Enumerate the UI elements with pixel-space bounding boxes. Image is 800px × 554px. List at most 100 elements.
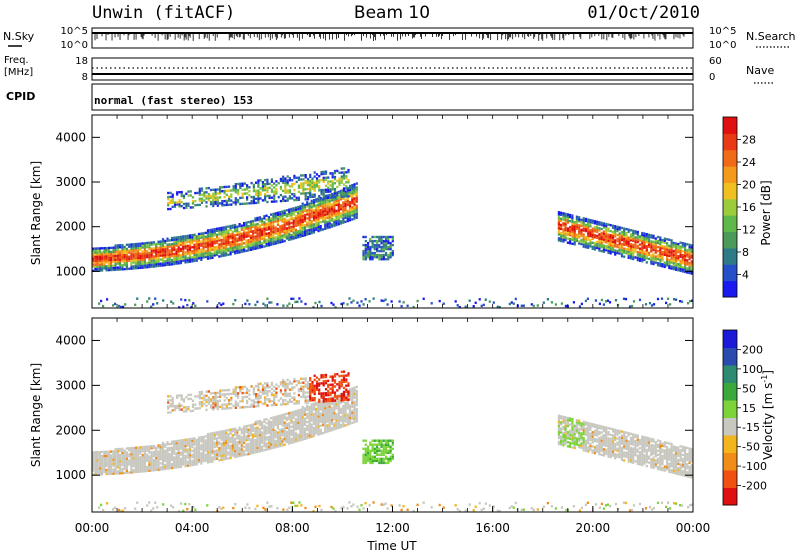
velocity-cell (143, 451, 146, 455)
power-cell (333, 190, 337, 193)
power-cell (564, 218, 567, 222)
power-cell (482, 303, 485, 307)
power-cell (580, 232, 583, 236)
power-cell (178, 205, 181, 208)
velocity-cell (315, 401, 318, 405)
velocity-cell (116, 466, 119, 469)
velocity-cell (107, 456, 110, 459)
power-cell (315, 218, 318, 221)
velocity-cell (193, 437, 196, 440)
power-cell (143, 264, 146, 267)
power-cell (254, 219, 257, 222)
power-cell (679, 269, 682, 272)
power-cell (274, 232, 277, 235)
power-cell (600, 239, 603, 243)
power-cell (161, 242, 165, 245)
power-cell (143, 260, 146, 263)
power-cell (105, 250, 108, 254)
power-cell (123, 267, 126, 271)
velocity-cell (252, 429, 255, 432)
power-colorbar-tick: 16 (742, 201, 756, 214)
velocity-cell (317, 405, 320, 408)
power-cell (625, 242, 628, 245)
velocity-cell (96, 461, 99, 464)
power-cell (299, 225, 302, 228)
velocity-cell (353, 410, 356, 414)
power-cell (234, 238, 237, 241)
power-cell (188, 234, 192, 237)
velocity-cell (240, 440, 243, 443)
power-cell (130, 245, 133, 248)
power-cell (193, 259, 196, 263)
velocity-cell (315, 407, 318, 411)
velocity-cell (335, 421, 338, 424)
power-cell (186, 234, 189, 238)
velocity-cell (152, 465, 156, 468)
power-cell (378, 243, 381, 247)
velocity-cell (155, 450, 158, 453)
velocity-cell (134, 468, 137, 472)
power-cell (389, 256, 392, 259)
power-cell (684, 268, 687, 272)
power-cell (301, 208, 304, 211)
velocity-cell (177, 449, 180, 453)
velocity-cell (308, 430, 311, 433)
power-cell (238, 225, 241, 228)
velocity-cell (256, 440, 259, 443)
velocity-cell (114, 452, 117, 455)
power-cell (575, 239, 578, 243)
velocity-cell (110, 466, 113, 469)
velocity-cell (243, 445, 246, 449)
power-cell (605, 239, 608, 242)
power-cell (246, 299, 249, 302)
velocity-cell (326, 418, 329, 421)
power-cell (274, 226, 277, 229)
velocity-cell (173, 404, 177, 408)
velocity-cell (125, 451, 128, 454)
velocity-cell (301, 412, 304, 415)
power-cell (620, 226, 624, 230)
power-cell (209, 244, 212, 248)
power-cell (638, 235, 642, 238)
power-cell (288, 179, 291, 182)
power-cell (569, 213, 572, 217)
power-cell (663, 251, 666, 254)
power-cell (281, 216, 284, 219)
velocity-cell (288, 418, 291, 421)
power-cell (281, 214, 284, 217)
power-cell (339, 208, 343, 211)
power-cell (167, 191, 170, 195)
velocity-cell (182, 439, 185, 442)
power-cell (339, 216, 343, 219)
power-cell (264, 178, 267, 182)
power-cell (309, 175, 312, 179)
power-cell (300, 186, 303, 189)
power-cell (258, 236, 261, 239)
power-cell (255, 191, 258, 194)
power-cell (225, 199, 228, 203)
power-cell (257, 197, 260, 200)
power-cell (279, 185, 282, 189)
power-cell (220, 228, 223, 232)
power-cell (150, 241, 153, 244)
power-cell (209, 228, 212, 232)
velocity-cell (173, 452, 176, 455)
power-cell (272, 218, 275, 222)
velocity-cell (212, 392, 215, 395)
power-cell (573, 243, 576, 246)
velocity-cell (213, 435, 216, 439)
power-cell (353, 199, 356, 202)
velocity-cell (209, 404, 213, 407)
power-cell (101, 265, 104, 268)
velocity-cell (125, 447, 128, 450)
power-cell (157, 242, 160, 245)
power-cell (288, 228, 291, 231)
velocity-cell (211, 448, 214, 451)
power-cell (634, 242, 637, 245)
power-cell (288, 232, 291, 235)
power-cell (110, 266, 113, 270)
power-cell (659, 256, 662, 259)
power-cell (204, 241, 207, 245)
power-cell (101, 263, 104, 266)
velocity-cell (290, 439, 293, 442)
